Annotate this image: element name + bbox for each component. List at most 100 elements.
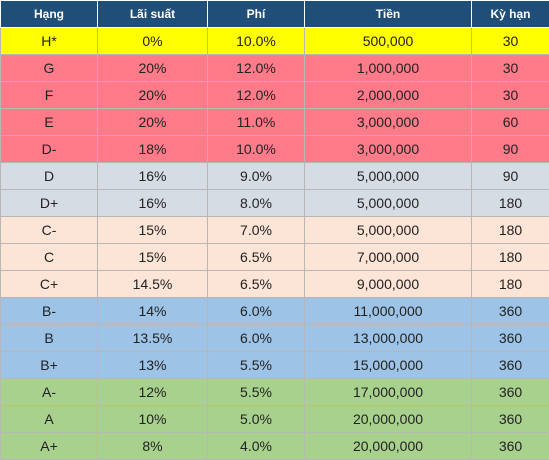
interest-cell[interactable]: 10% (98, 406, 208, 433)
term-cell[interactable]: 30 (472, 55, 549, 82)
amount-cell[interactable]: 2,000,000 (305, 82, 472, 109)
fee-cell[interactable]: 4.0% (208, 433, 305, 460)
interest-cell[interactable]: 18% (98, 136, 208, 163)
term-cell[interactable]: 360 (472, 298, 549, 325)
fee-cell[interactable]: 5.0% (208, 406, 305, 433)
rank-cell[interactable]: A- (1, 379, 98, 406)
interest-cell[interactable]: 16% (98, 163, 208, 190)
amount-cell[interactable]: 9,000,000 (305, 271, 472, 298)
fee-cell[interactable]: 6.5% (208, 271, 305, 298)
amount-cell[interactable]: 5,000,000 (305, 163, 472, 190)
fee-cell[interactable]: 8.0% (208, 190, 305, 217)
term-cell[interactable]: 90 (472, 136, 549, 163)
fee-cell[interactable]: 12.0% (208, 82, 305, 109)
header-lai-suat[interactable]: Lãi suất (98, 1, 208, 28)
rank-cell[interactable]: D- (1, 136, 98, 163)
term-cell[interactable]: 30 (472, 82, 549, 109)
amount-cell[interactable]: 15,000,000 (305, 352, 472, 379)
rank-cell[interactable]: F (1, 82, 98, 109)
interest-cell[interactable]: 14% (98, 298, 208, 325)
fee-cell[interactable]: 6.5% (208, 244, 305, 271)
amount-cell[interactable]: 1,000,000 (305, 55, 472, 82)
rank-cell[interactable]: D+ (1, 190, 98, 217)
fee-cell[interactable]: 5.5% (208, 379, 305, 406)
interest-cell[interactable]: 13.5% (98, 325, 208, 352)
interest-cell[interactable]: 13% (98, 352, 208, 379)
interest-cell[interactable]: 20% (98, 55, 208, 82)
interest-cell[interactable]: 15% (98, 244, 208, 271)
fee-cell[interactable]: 6.0% (208, 325, 305, 352)
amount-cell[interactable]: 20,000,000 (305, 433, 472, 460)
interest-cell[interactable]: 12% (98, 379, 208, 406)
header-row: Hạng Lãi suất Phí Tiền Kỳ hạn (1, 1, 549, 28)
term-cell[interactable]: 180 (472, 271, 549, 298)
term-cell[interactable]: 360 (472, 433, 549, 460)
interest-cell[interactable]: 20% (98, 82, 208, 109)
amount-cell[interactable]: 3,000,000 (305, 109, 472, 136)
rank-cell[interactable]: E (1, 109, 98, 136)
rank-cell[interactable]: B- (1, 298, 98, 325)
amount-cell[interactable]: 13,000,000 (305, 325, 472, 352)
fee-cell[interactable]: 6.0% (208, 298, 305, 325)
interest-cell[interactable]: 16% (98, 190, 208, 217)
amount-cell[interactable]: 500,000 (305, 28, 472, 55)
term-cell[interactable]: 180 (472, 190, 549, 217)
rank-cell[interactable]: G (1, 55, 98, 82)
fee-cell[interactable]: 12.0% (208, 55, 305, 82)
interest-cell[interactable]: 8% (98, 433, 208, 460)
rank-cell[interactable]: A+ (1, 433, 98, 460)
term-cell[interactable]: 360 (472, 379, 549, 406)
amount-cell[interactable]: 5,000,000 (305, 190, 472, 217)
amount-cell[interactable]: 20,000,000 (305, 406, 472, 433)
interest-cell[interactable]: 14.5% (98, 271, 208, 298)
rank-cell[interactable]: D (1, 163, 98, 190)
term-cell[interactable]: 60 (472, 109, 549, 136)
amount-cell[interactable]: 11,000,000 (305, 298, 472, 325)
interest-cell[interactable]: 0% (98, 28, 208, 55)
term-cell[interactable]: 360 (472, 325, 549, 352)
rank-cell[interactable]: B+ (1, 352, 98, 379)
term-cell[interactable]: 360 (472, 352, 549, 379)
rank-cell[interactable]: C (1, 244, 98, 271)
rank-cell[interactable]: B (1, 325, 98, 352)
term-cell[interactable]: 180 (472, 244, 549, 271)
amount-cell[interactable]: 7,000,000 (305, 244, 472, 271)
rank-cell[interactable]: C+ (1, 271, 98, 298)
fee-cell[interactable]: 7.0% (208, 217, 305, 244)
fee-cell[interactable]: 5.5% (208, 352, 305, 379)
fee-cell[interactable]: 11.0% (208, 109, 305, 136)
header-hang[interactable]: Hạng (1, 1, 98, 28)
term-cell[interactable]: 90 (472, 163, 549, 190)
fee-cell[interactable]: 10.0% (208, 28, 305, 55)
fee-cell[interactable]: 9.0% (208, 163, 305, 190)
term-cell[interactable]: 30 (472, 28, 549, 55)
term-cell[interactable]: 360 (472, 406, 549, 433)
rank-cell[interactable]: A (1, 406, 98, 433)
fee-cell[interactable]: 10.0% (208, 136, 305, 163)
amount-cell[interactable]: 3,000,000 (305, 136, 472, 163)
header-phi[interactable]: Phí (208, 1, 305, 28)
interest-cell[interactable]: 20% (98, 109, 208, 136)
amount-cell[interactable]: 17,000,000 (305, 379, 472, 406)
header-tien[interactable]: Tiền (305, 1, 472, 28)
amount-cell[interactable]: 5,000,000 (305, 217, 472, 244)
term-cell[interactable]: 180 (472, 217, 549, 244)
interest-cell[interactable]: 15% (98, 217, 208, 244)
header-ky-han[interactable]: Kỳ hạn (472, 1, 549, 28)
rank-cell[interactable]: C- (1, 217, 98, 244)
rank-cell[interactable]: H* (1, 28, 98, 55)
